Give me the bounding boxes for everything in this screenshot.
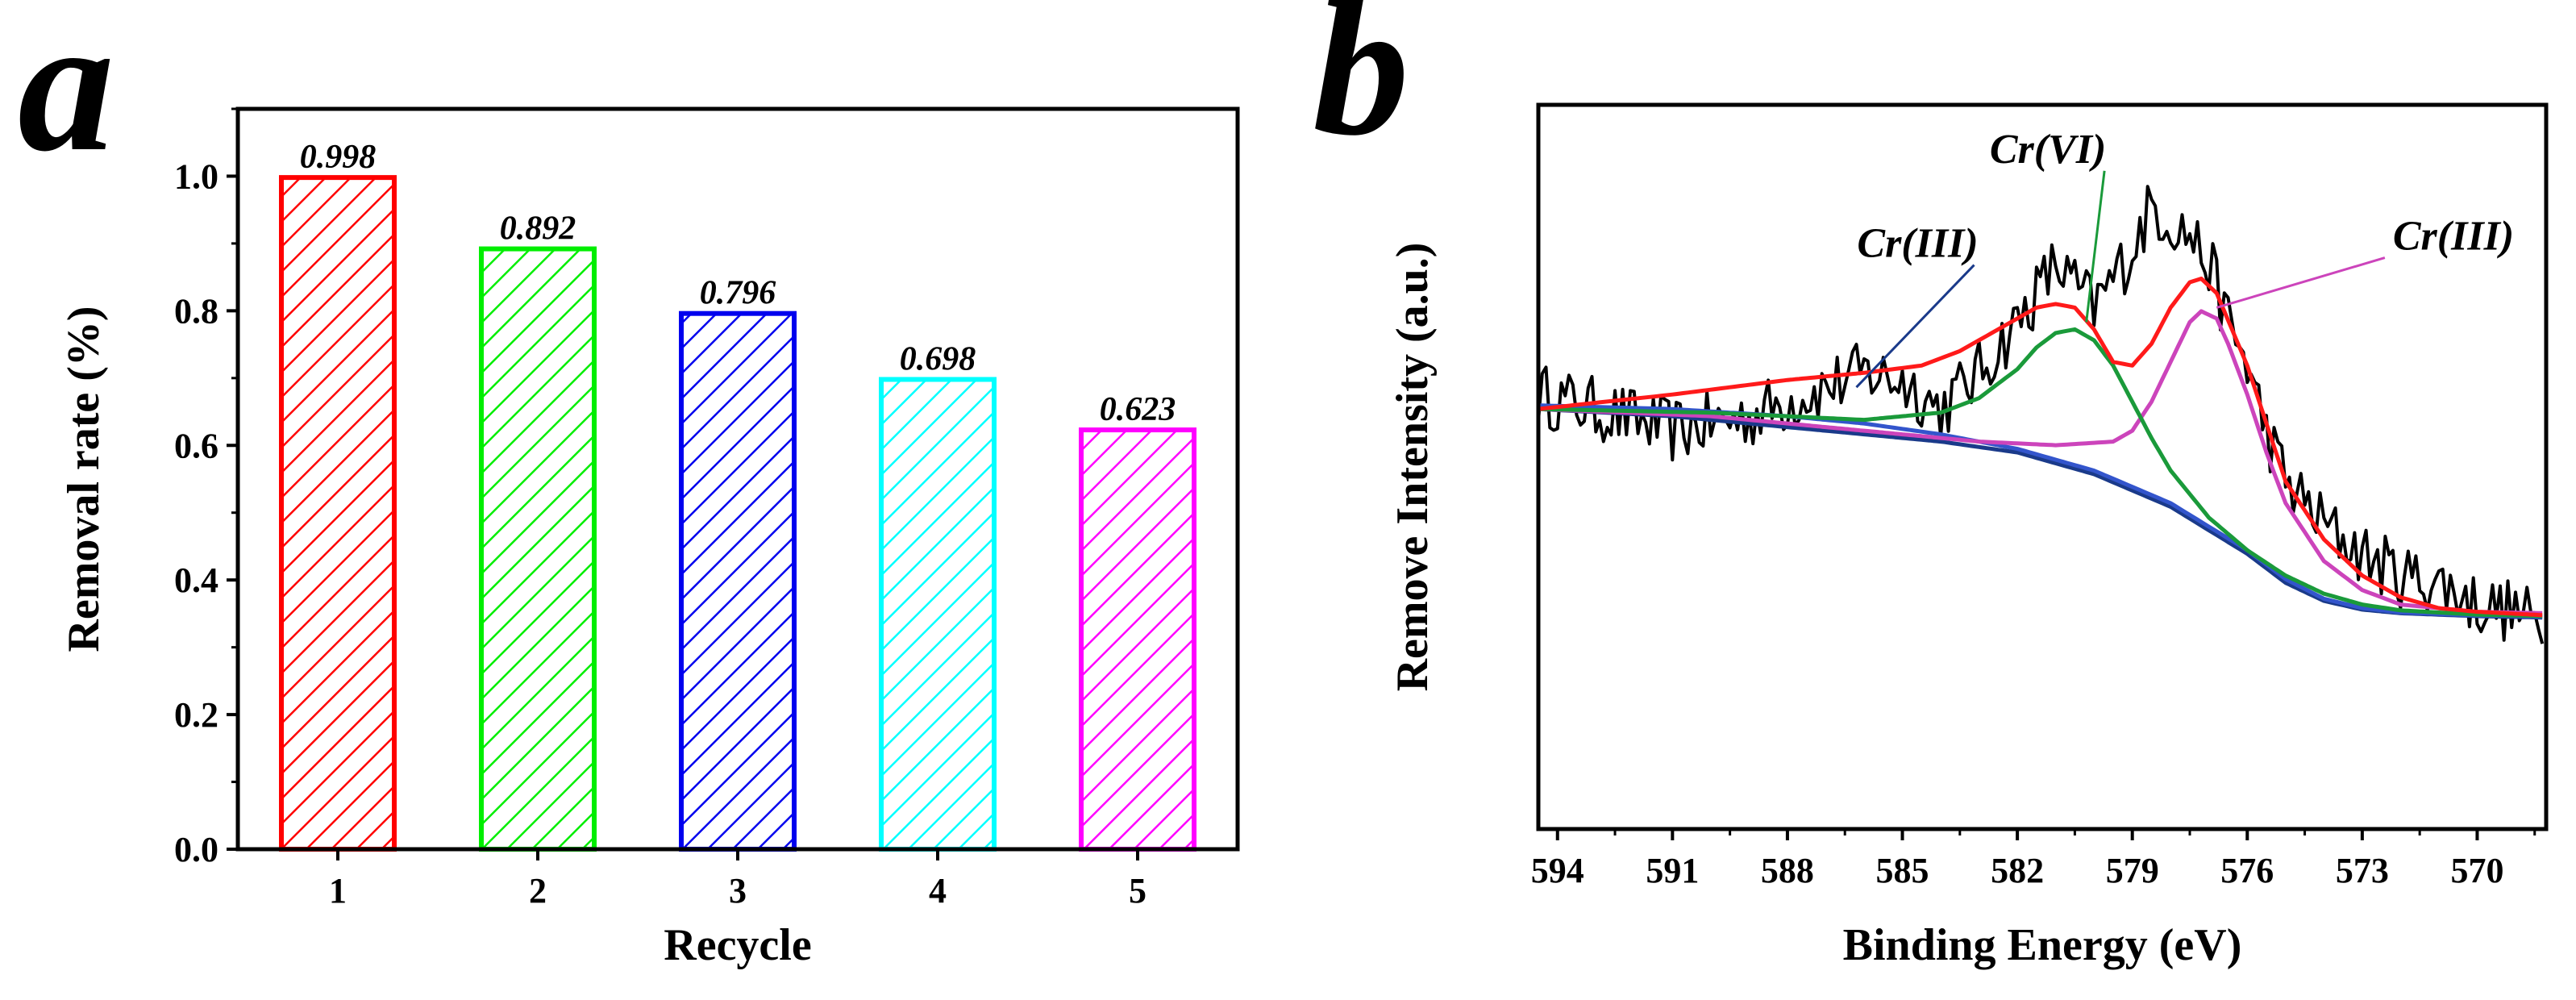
panel-letter-b: b (1313, 0, 1409, 175)
bar-3 (679, 310, 797, 852)
panel-b-xps-spectrum: 594 591 588 585 582 579 576 573 570 Cr(III) Cr(VI)… (1388, 102, 2549, 970)
bar-value-label-1: 0.998 (300, 139, 377, 176)
x-tick-label-3: 3 (729, 871, 747, 910)
x-tick-label-1: 1 (329, 871, 347, 910)
bar-1 (279, 175, 397, 852)
annotation-pointer-2 (2216, 256, 2386, 309)
x-tick-label-b-585: 585 (1876, 851, 1929, 890)
x-tick-label-5: 5 (1129, 871, 1147, 910)
annotation-pointer-1 (2085, 170, 2106, 323)
x-tick-label-b-570: 570 (2450, 851, 2503, 890)
bar-4 (879, 377, 997, 852)
x-axis-title-a: Recycle (664, 920, 811, 970)
annotation-pointer-0 (1855, 264, 1975, 389)
y-axis-title-b: Remove Intensity (a.u.) (1388, 243, 1438, 692)
y-axis-title-a: Removal rate (%) (59, 306, 109, 652)
x-tick-label-b-579: 579 (2106, 851, 2159, 890)
bar-value-label-3: 0.796 (700, 275, 776, 312)
panel-letter-a: a (18, 0, 114, 191)
x-tick-label-2: 2 (529, 871, 547, 910)
plot-frame-b (1536, 102, 2549, 831)
x-tick-label-b-576: 576 (2220, 851, 2274, 890)
bar-value-label-4: 0.698 (900, 340, 976, 377)
y-tick-label-2: 0.4 (174, 560, 218, 600)
bar-value-label-5: 0.623 (1100, 391, 1176, 428)
x-axis-title-b: Binding Energy (eV) (1843, 920, 2242, 970)
bar-5 (1079, 427, 1196, 852)
x-tick-label-b-573: 573 (2336, 851, 2389, 890)
bar-value-label-2: 0.892 (500, 210, 576, 248)
annotation-label-1: Cr(VI) (1990, 127, 2106, 173)
plot-frame-a (235, 106, 1240, 852)
series-cr-vi-component (1538, 327, 2543, 619)
panel-a-bar-chart: 0.998 1 0.892 2 0.796 3 0.698 4 0.623 5 0.0 0.2 0.4 0… (59, 106, 1240, 970)
y-tick-label-5: 1.0 (174, 156, 218, 196)
curves-b (1538, 185, 2545, 644)
series-cr-iii-component-576-8-ev (1538, 309, 2543, 615)
x-tick-label-4: 4 (929, 871, 947, 910)
y-tick-label-3: 0.6 (174, 426, 218, 465)
x-tick-label-b-594: 594 (1531, 851, 1584, 890)
x-tick-label-b-582: 582 (1991, 851, 2044, 890)
x-tick-label-b-588: 588 (1761, 851, 1814, 890)
bar-2 (479, 246, 597, 852)
y-tick-label-4: 0.8 (174, 291, 218, 331)
y-tick-label-1: 0.2 (174, 695, 218, 735)
annotation-label-2: Cr(III) (2393, 214, 2514, 260)
series-fitted-envelope (1538, 277, 2543, 618)
annotation-label-0: Cr(III) (1857, 221, 1978, 267)
y-tick-label-0: 0.0 (174, 830, 218, 869)
x-tick-label-b-591: 591 (1646, 851, 1699, 890)
